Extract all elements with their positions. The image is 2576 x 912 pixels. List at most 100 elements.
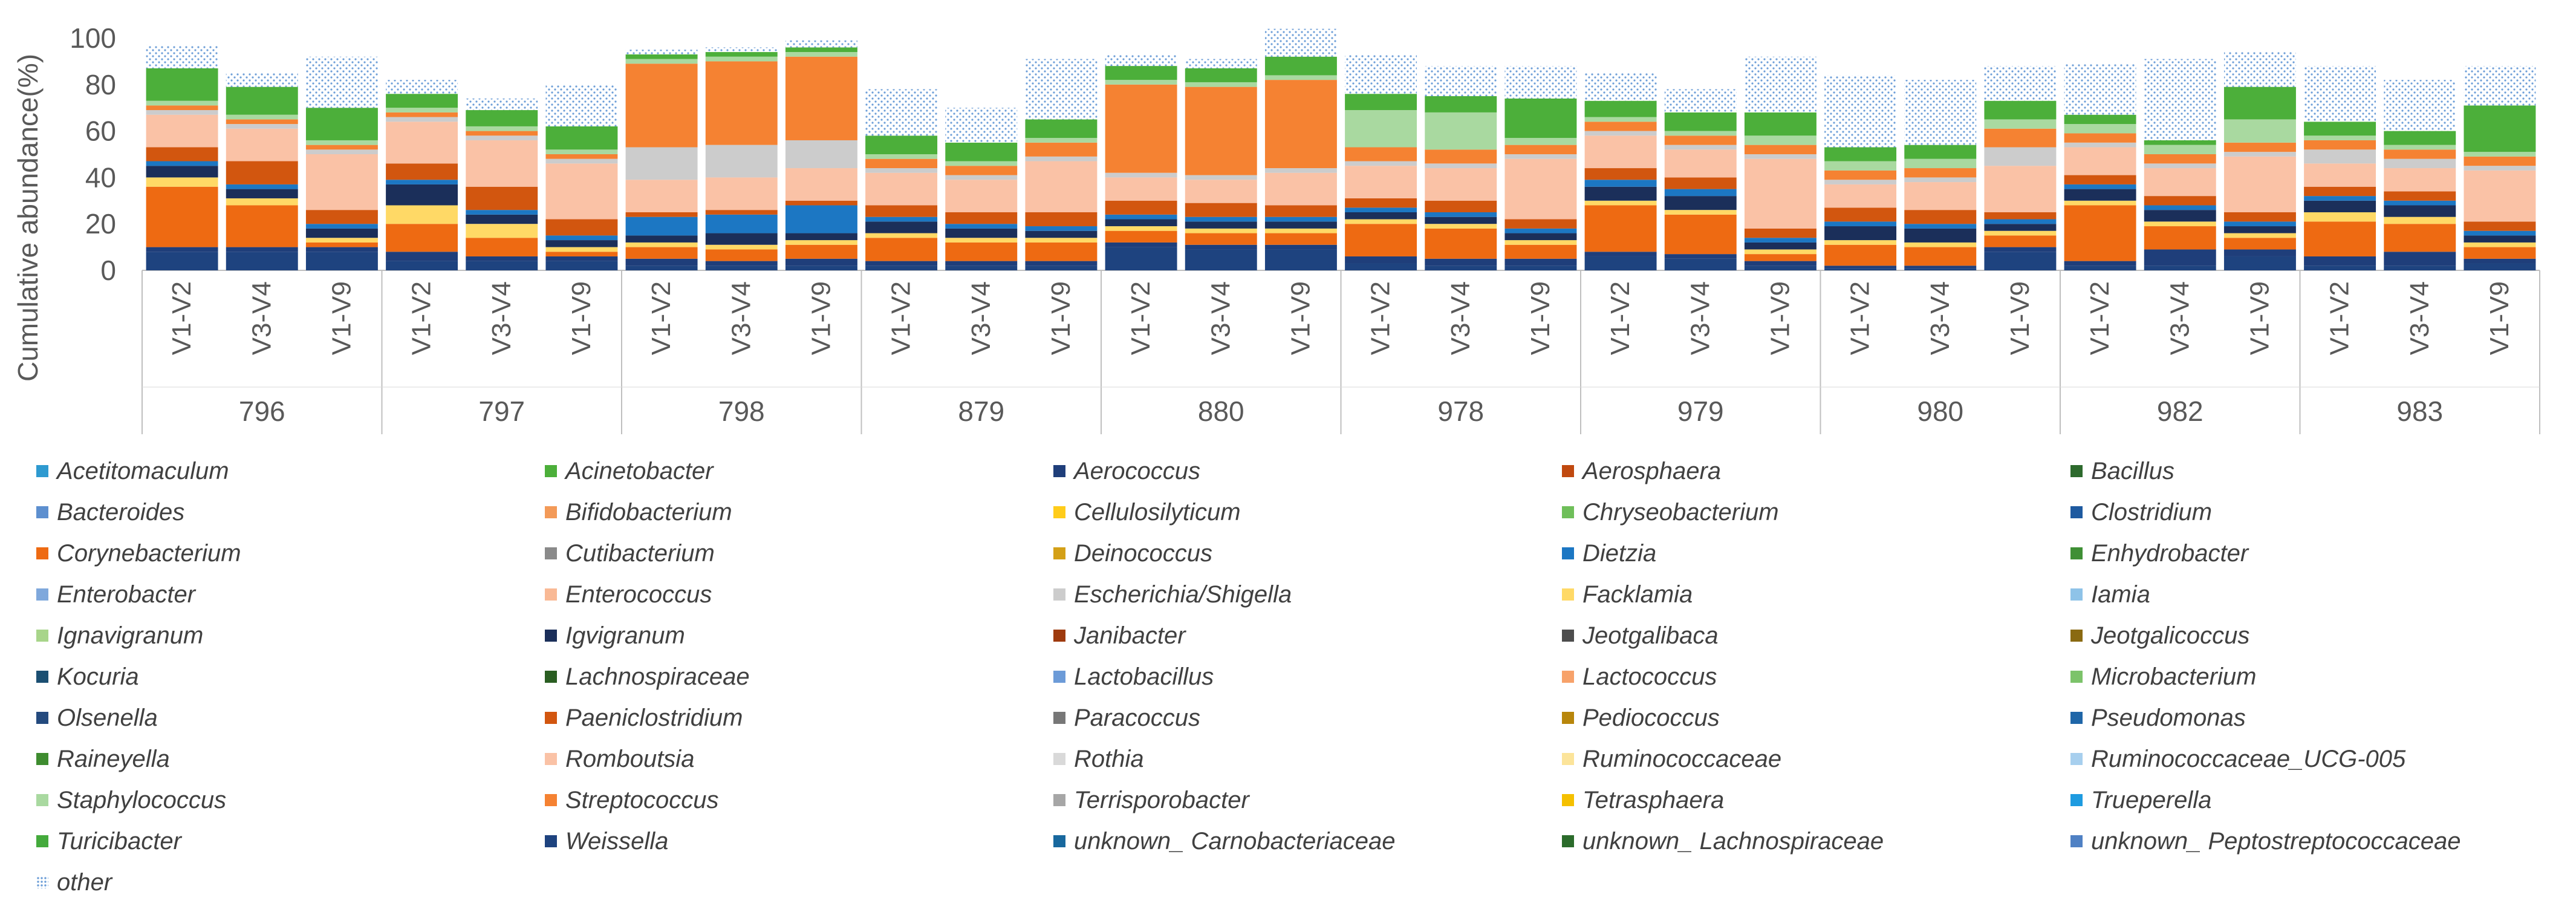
- bar-segment: [146, 100, 218, 106]
- bar-segment: [1025, 212, 1098, 227]
- bar-segment: [2223, 212, 2296, 222]
- bar-segment: [2223, 152, 2296, 157]
- bar-segment: [625, 212, 698, 217]
- bar-segment: [2464, 156, 2536, 166]
- bar-segment: [1824, 207, 1897, 222]
- y-tick-label: 100: [70, 22, 116, 54]
- bar-segment: [386, 224, 458, 252]
- x-group-label: 797: [478, 396, 525, 427]
- bar-segment: [1584, 131, 1657, 136]
- legend-swatch: [545, 835, 557, 847]
- legend-item: Kocuria: [36, 658, 139, 695]
- y-tick-label: 80: [85, 69, 116, 100]
- bar-segment: [466, 110, 538, 126]
- legend-item: Microbacterium: [2070, 658, 2256, 695]
- bar-segment: [2144, 163, 2216, 169]
- bar-segment: [1264, 28, 1337, 57]
- bar-segment: [1264, 249, 1337, 270]
- bar-segment: [1664, 254, 1737, 259]
- bar-segment: [1984, 235, 2057, 247]
- bar-segment: [1264, 75, 1337, 80]
- bar-segment: [2304, 200, 2376, 212]
- legend-label: Jeotgalicoccus: [2091, 622, 2250, 649]
- bar-segment: [1904, 265, 1977, 269]
- bar-segment: [1264, 168, 1337, 173]
- bar-segment: [1744, 56, 1817, 112]
- bar-segment: [2384, 205, 2456, 217]
- legend-swatch: [2070, 506, 2083, 518]
- bar-segment: [945, 265, 1018, 270]
- bar-segment: [1345, 147, 1417, 161]
- bar-segment: [1025, 161, 1098, 212]
- legend-label: Enterobacter: [57, 581, 196, 608]
- x-sub-label: V3-V4: [1446, 281, 1475, 355]
- legend-swatch: [1053, 835, 1065, 847]
- bar-segment: [2304, 135, 2376, 140]
- legend-label: Bifidobacterium: [565, 498, 732, 526]
- bar-segment: [1744, 265, 1817, 270]
- bar-segment: [625, 235, 698, 243]
- bar-segment: [705, 47, 778, 53]
- bar-segment: [945, 228, 1018, 238]
- legend-label: Turicibacter: [57, 827, 181, 855]
- bar-segment: [705, 233, 778, 245]
- bar-segment: [945, 242, 1018, 261]
- x-group-label: 980: [1917, 396, 1963, 427]
- bar-segment: [1744, 228, 1817, 238]
- x-sub-label: V1-V9: [2245, 281, 2274, 355]
- bar-segment: [466, 98, 538, 111]
- bar-segment: [386, 117, 458, 122]
- bar-segment: [226, 128, 298, 161]
- bar-segment: [226, 252, 298, 270]
- bar-segment: [2223, 52, 2296, 87]
- x-group-label: 796: [239, 396, 285, 427]
- bar-segment: [1664, 145, 1737, 150]
- bar-segment: [146, 110, 218, 115]
- bar-segment: [1504, 233, 1577, 241]
- bar-segment: [705, 52, 778, 57]
- legend-label: Iamia: [2091, 581, 2150, 608]
- legend-swatch: [1562, 547, 1574, 559]
- legend-item: Bacillus: [2070, 452, 2174, 490]
- bar-segment: [1584, 200, 1657, 206]
- bar-segment: [1904, 242, 1977, 247]
- bar-segment: [545, 219, 618, 236]
- bar-segment: [146, 114, 218, 148]
- bar-segment: [146, 161, 218, 166]
- legend-swatch: [36, 588, 48, 601]
- bar-segment: [2144, 140, 2216, 145]
- legend-item: Enhydrobacter: [2070, 535, 2248, 572]
- bar-segment: [2144, 226, 2216, 250]
- bar-segment: [1025, 238, 1098, 243]
- bar-segment: [1025, 265, 1098, 270]
- bar-segment: [2464, 170, 2536, 222]
- bar-segment: [785, 40, 857, 48]
- bar-segment: [2384, 217, 2456, 224]
- legend-item: Acetitomaculum: [36, 452, 229, 490]
- bar-segment: [1824, 75, 1897, 148]
- bar-segment: [2464, 242, 2536, 247]
- bar-segment: [386, 94, 458, 108]
- legend-label: Aerococcus: [1074, 457, 1200, 484]
- bar-segment: [146, 105, 218, 111]
- bar-segment: [1185, 233, 1257, 245]
- bar-segment: [146, 247, 218, 252]
- bar-segment: [1025, 226, 1098, 231]
- bar-segment: [1984, 66, 2057, 101]
- bar-segment: [545, 154, 618, 159]
- bar-segment: [1984, 128, 2057, 148]
- x-group-label: 979: [1677, 396, 1724, 427]
- bar-segment: [2144, 221, 2216, 227]
- bar-segment: [1584, 73, 1657, 101]
- bar-segment: [226, 119, 298, 125]
- legend-item: Jeotgalicoccus: [2070, 617, 2249, 654]
- bar-segment: [2384, 145, 2456, 150]
- bar-segment: [1504, 258, 1577, 266]
- bar-segment: [2464, 166, 2536, 171]
- legend-label: Pediococcus: [1582, 704, 1720, 731]
- bar-segment: [386, 205, 458, 224]
- bar-segment: [705, 210, 778, 215]
- bar-segment: [305, 224, 378, 229]
- bar-segment: [226, 189, 298, 198]
